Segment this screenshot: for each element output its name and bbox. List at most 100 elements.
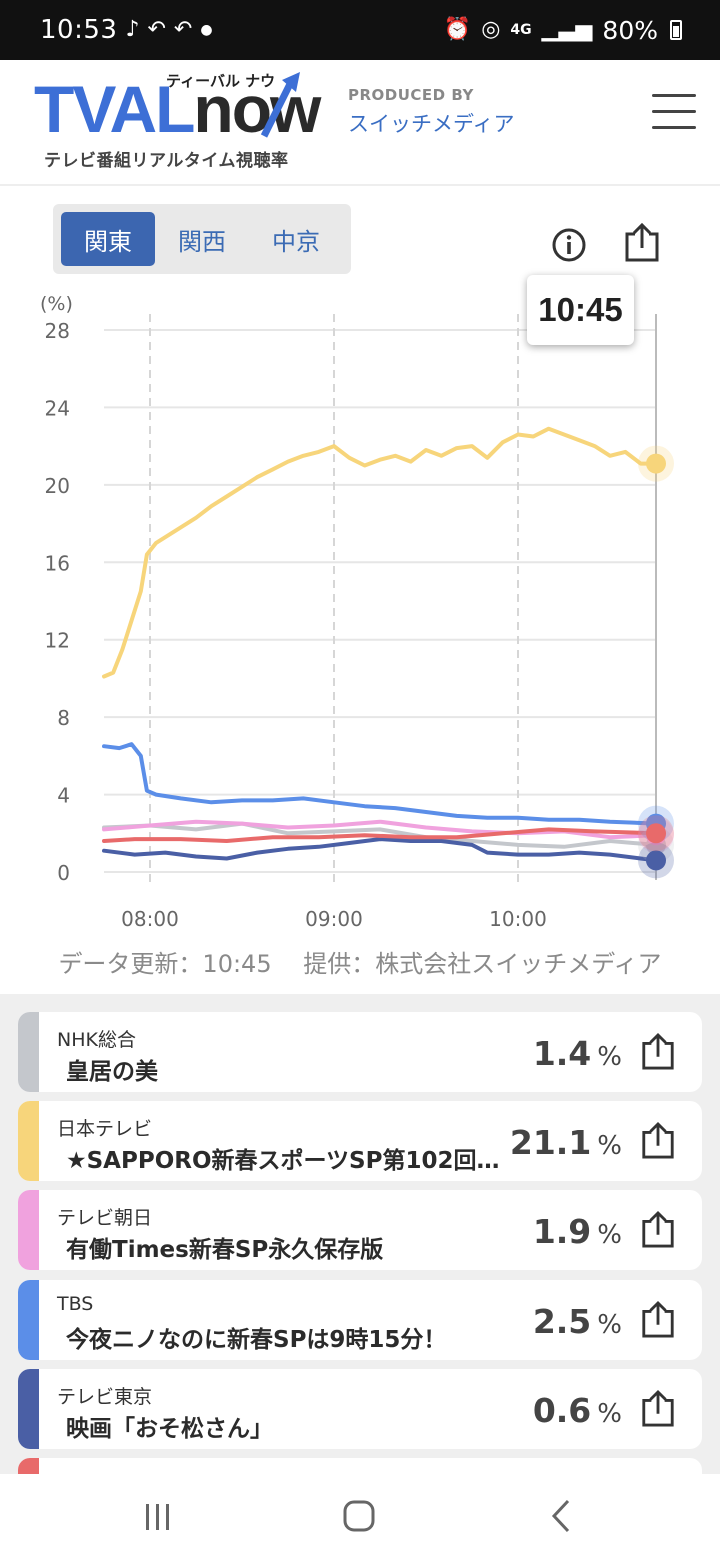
app-header: TVALnow ティーバル ナウ テレビ番組リアルタイム視聴率 PRODUCED…	[0, 60, 720, 186]
x-tick-label: 09:00	[305, 907, 363, 931]
program-title: ★SAPPORO新春スポーツSP第102回箱根駅伝	[66, 1148, 508, 1174]
channel-list: NHK総合 皇居の美 1.4% 日本テレビ ★SAPPORO新春スポーツSP第1…	[0, 994, 720, 1474]
channel-row[interactable]: TBS 今夜ニノなのに新春SPは9時15分！ 2.5%	[18, 1280, 702, 1360]
program-title: 有働Times新春SP永久保存版	[66, 1237, 384, 1263]
rating-unit: %	[597, 1220, 622, 1250]
y-tick-label: 4	[57, 784, 70, 808]
reply-icon: ↶	[173, 17, 193, 42]
channel-name: NHK総合	[57, 1029, 136, 1051]
rating-unit: %	[597, 1042, 622, 1072]
channel-color-bar	[18, 1369, 39, 1449]
channel-row[interactable]: NHK総合 皇居の美 1.4%	[18, 1012, 702, 1092]
produced-by: PRODUCED BY スイッチメディア	[348, 86, 515, 138]
dot-icon: ●	[200, 22, 213, 38]
rating-value: 0.6	[532, 1391, 592, 1430]
y-tick-label: 0	[57, 861, 70, 885]
series-marker	[646, 823, 666, 844]
y-tick-label: 24	[45, 396, 70, 420]
y-tick-label: 8	[57, 706, 70, 730]
series-line	[102, 837, 658, 863]
rating: 1.4%	[533, 1034, 622, 1073]
channel-row[interactable]: テレビ朝日 有働Times新春SP永久保存版 1.9%	[18, 1190, 702, 1270]
share-icon[interactable]	[623, 222, 661, 264]
channel-row-partial[interactable]	[18, 1458, 702, 1474]
program-title: 今夜ニノなのに新春SPは9時15分！	[66, 1327, 447, 1353]
channel-name: 日本テレビ	[57, 1118, 153, 1140]
series-line	[102, 742, 658, 826]
rating-value: 2.5	[532, 1302, 592, 1341]
y-tick-label: 12	[45, 629, 70, 653]
rating-value: 21.1	[509, 1123, 592, 1162]
status-bar: 10:53 ♪ ↶ ↶ ● ⏰ ◎ 4G ▁▃▅ 80%	[0, 0, 720, 60]
channel-name: テレビ東京	[57, 1386, 153, 1408]
logo-tval: TVAL	[34, 72, 195, 146]
tab-kanto[interactable]: 関東	[61, 212, 155, 266]
tab-kansai[interactable]: 関西	[178, 227, 226, 256]
channel-color-bar	[18, 1458, 39, 1474]
home-icon[interactable]	[340, 1496, 380, 1536]
rating-unit: %	[597, 1131, 622, 1161]
series-line	[102, 827, 658, 843]
y-axis-label: (%)	[40, 293, 73, 315]
logo-wordmark: TVALnow	[34, 76, 321, 142]
series-line	[102, 426, 658, 679]
produced-by-name[interactable]: スイッチメディア	[348, 112, 515, 136]
series-marker	[646, 850, 666, 871]
rating: 21.1%	[510, 1123, 622, 1162]
rating-value: 1.4	[532, 1034, 592, 1073]
recent-apps-icon[interactable]	[140, 1496, 176, 1536]
info-icon[interactable]	[551, 227, 587, 263]
y-tick-label: 20	[45, 474, 70, 498]
channel-color-bar	[18, 1101, 39, 1181]
channel-name: テレビ朝日	[57, 1207, 153, 1229]
rating: 1.9%	[533, 1212, 622, 1251]
channel-color-bar	[18, 1280, 39, 1360]
share-icon[interactable]	[640, 1210, 676, 1250]
rating-value: 1.9	[532, 1212, 592, 1251]
signal-icon: ▁▃▅	[541, 17, 593, 42]
share-icon[interactable]	[640, 1300, 676, 1340]
share-icon[interactable]	[640, 1121, 676, 1161]
x-tick-label: 10:00	[489, 907, 547, 931]
logo-now: now	[193, 72, 321, 146]
rating-unit: %	[597, 1310, 622, 1340]
logo-kana: ティーバル ナウ	[166, 72, 276, 90]
region-tabs: 関東 関西 中京	[53, 204, 351, 274]
reply-icon: ↶	[147, 17, 166, 42]
system-nav-bar	[0, 1474, 720, 1560]
series-marker	[646, 453, 666, 474]
rating: 2.5%	[533, 1302, 622, 1341]
channel-row[interactable]: 日本テレビ ★SAPPORO新春スポーツSP第102回箱根駅伝 21.1%	[18, 1101, 702, 1181]
program-title: 映画「おそ松さん」	[66, 1416, 273, 1442]
tiktok-icon: ♪	[125, 17, 140, 42]
status-time: 10:53	[40, 15, 118, 45]
y-tick-label: 28	[45, 319, 70, 343]
battery-level: 80%	[602, 15, 658, 45]
back-icon[interactable]	[546, 1496, 576, 1536]
produced-by-label: PRODUCED BY	[348, 86, 474, 104]
share-icon[interactable]	[640, 1032, 676, 1072]
channel-color-bar	[18, 1012, 39, 1092]
hamburger-menu-icon[interactable]	[652, 94, 696, 130]
channel-name: TBS	[57, 1293, 94, 1315]
tvalnow-logo[interactable]: TVALnow ティーバル ナウ テレビ番組リアルタイム視聴率	[34, 68, 321, 173]
logo-subtitle: テレビ番組リアルタイム視聴率	[44, 151, 289, 171]
alarm-icon: ⏰	[443, 17, 472, 42]
rating-unit: %	[597, 1399, 622, 1429]
tab-chukyo[interactable]: 中京	[272, 227, 320, 256]
share-icon[interactable]	[640, 1389, 676, 1429]
viewership-chart[interactable]: 0 4 8 12 16 20 24 28 (%) 08:00 09:00 10:00	[0, 280, 720, 950]
rating: 0.6%	[533, 1391, 622, 1430]
network-type: 4G	[510, 22, 532, 38]
logo-arrow-icon	[260, 72, 300, 138]
program-title: 皇居の美	[66, 1059, 158, 1085]
series-line	[102, 821, 658, 849]
y-tick-label: 16	[45, 551, 70, 575]
data-credit: データ更新：10:45 提供：株式会社スイッチメディア	[58, 950, 662, 978]
battery-icon	[670, 20, 682, 40]
channel-row[interactable]: テレビ東京 映画「おそ松さん」 0.6%	[18, 1369, 702, 1449]
hotspot-icon: ◎	[481, 17, 501, 42]
x-tick-label: 08:00	[121, 907, 179, 931]
channel-color-bar	[18, 1190, 39, 1270]
time-tooltip: 10:45	[527, 275, 634, 345]
